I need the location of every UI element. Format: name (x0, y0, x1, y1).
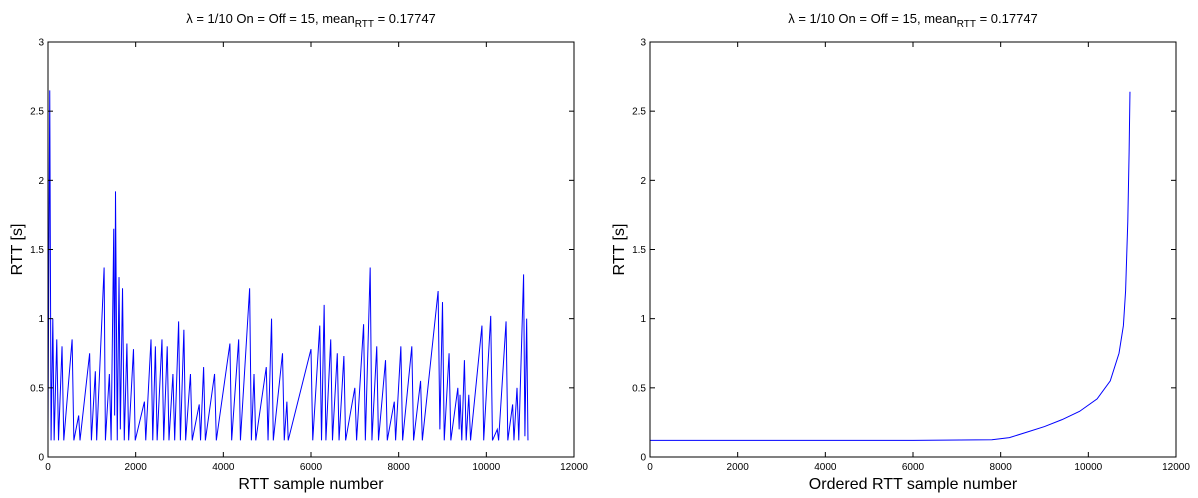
y-tick-label: 2 (38, 176, 44, 187)
x-axis-label: Ordered RTT sample number (809, 476, 1018, 493)
y-tick-label: 1.5 (632, 245, 646, 256)
y-tick-label: 0.5 (632, 383, 646, 394)
y-tick-label: 1 (640, 314, 646, 325)
data-line (47, 90, 529, 441)
x-tick-label: 8000 (990, 462, 1013, 473)
plot-area (48, 42, 574, 457)
title-part: = 0.17747 (976, 11, 1038, 26)
x-tick-label: 4000 (212, 462, 235, 473)
title-part: = 0.17747 (374, 11, 436, 26)
plot-area (650, 42, 1176, 457)
x-tick-label: 12000 (1162, 462, 1190, 473)
x-tick-label: 2000 (125, 462, 148, 473)
x-tick-label: 8000 (388, 462, 411, 473)
chart-title: λ = 1/10 On = Off = 15, meanRTT = 0.1774… (788, 11, 1038, 30)
x-tick-label: 0 (647, 462, 653, 473)
x-tick-label: 6000 (902, 462, 925, 473)
title-part: RTT (957, 19, 976, 30)
y-tick-label: 2.5 (30, 107, 44, 118)
x-tick-label: 0 (45, 462, 51, 473)
x-tick-label: 12000 (560, 462, 588, 473)
y-axis-label: RTT [s] (9, 224, 26, 276)
x-tick-label: 4000 (814, 462, 837, 473)
chart-title: λ = 1/10 On = Off = 15, meanRTT = 0.1774… (186, 11, 436, 30)
x-tick-label: 10000 (1074, 462, 1102, 473)
title-part: λ = 1/10 On = Off = 15, mean (788, 11, 957, 26)
y-tick-label: 3 (38, 38, 44, 49)
y-tick-label: 0 (38, 453, 44, 464)
y-tick-label: 3 (640, 38, 646, 49)
y-tick-label: 0 (640, 453, 646, 464)
y-tick-label: 2 (640, 176, 646, 187)
y-tick-label: 0.5 (30, 383, 44, 394)
title-part: RTT (355, 19, 374, 30)
x-tick-label: 10000 (472, 462, 500, 473)
y-tick-label: 1 (38, 314, 44, 325)
y-tick-label: 2.5 (632, 107, 646, 118)
x-tick-label: 2000 (727, 462, 750, 473)
data-line (650, 91, 1131, 441)
y-tick-label: 1.5 (30, 245, 44, 256)
x-axis-label: RTT sample number (238, 476, 384, 493)
title-part: λ = 1/10 On = Off = 15, mean (186, 11, 355, 26)
x-tick-label: 6000 (300, 462, 323, 473)
y-axis-label: RTT [s] (611, 224, 628, 276)
